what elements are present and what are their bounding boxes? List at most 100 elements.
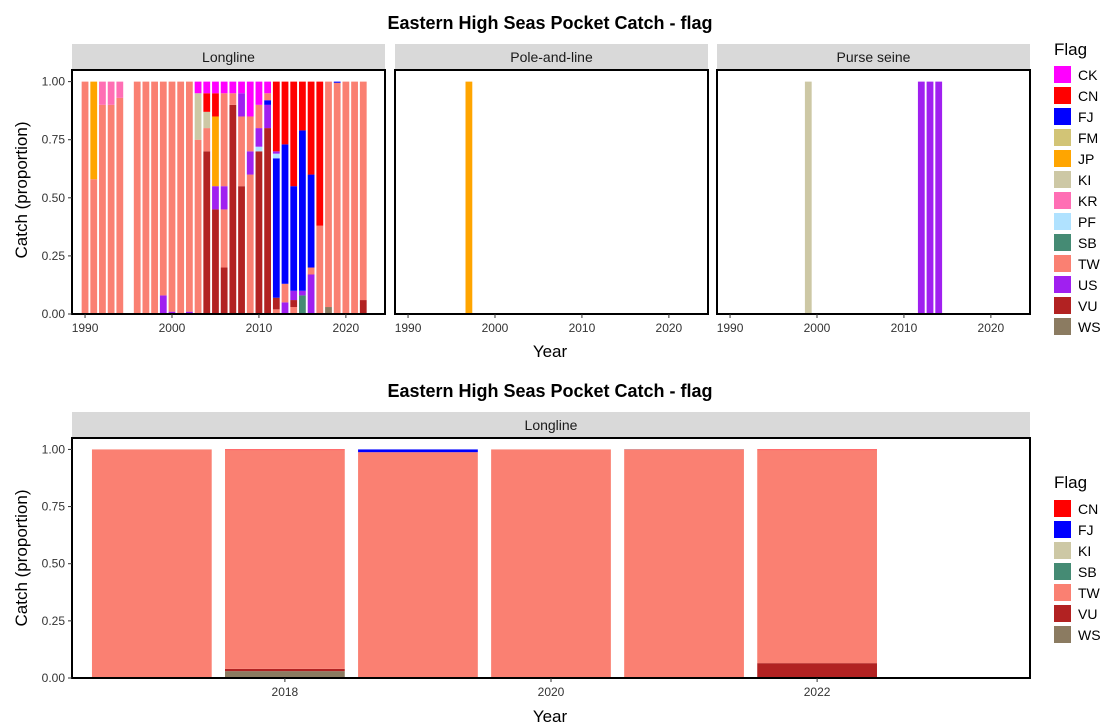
bar-segment-tw xyxy=(220,93,228,187)
bottom-chart: Eastern High Seas Pocket Catch - flag Ca… xyxy=(12,381,1101,726)
y-tick-label: 0.50 xyxy=(42,191,66,205)
top-legend-title: Flag xyxy=(1054,40,1087,59)
bar-year-2008 xyxy=(238,81,245,314)
x-tick-label: 2020 xyxy=(333,321,360,335)
bar-year-2022 xyxy=(359,81,367,314)
legend-item-vu: VU xyxy=(1054,605,1097,622)
bar-year-2004 xyxy=(203,81,211,314)
bar-year-2002 xyxy=(185,81,193,314)
legend-item-sb: SB xyxy=(1054,234,1097,251)
bar-segment-tw xyxy=(246,116,254,152)
legend-item-tw: TW xyxy=(1054,255,1101,272)
legend-label: CK xyxy=(1078,67,1098,83)
bar-year-2015 xyxy=(299,81,306,314)
x-tick-label: 2000 xyxy=(804,321,831,335)
legend-swatch xyxy=(1054,129,1071,146)
legend-label: FJ xyxy=(1078,522,1094,538)
bar-segment-tw xyxy=(107,104,115,314)
top-facet-pole-and-line: Pole-and-line 1990 2000 2010 2020 xyxy=(394,44,709,335)
bar-segment-cn xyxy=(272,81,280,152)
bar-segment-tw xyxy=(177,81,185,314)
bar-year-1996 xyxy=(133,81,141,314)
legend-swatch xyxy=(1054,318,1071,335)
panel-border xyxy=(716,69,1031,315)
x-tick-label: 2010 xyxy=(246,321,273,335)
legend-label: TW xyxy=(1078,256,1101,272)
bar-year-2021 xyxy=(351,81,358,314)
top-facet-longline: Longline 1990 2000 2010 2020 0.00 0.25 0.50 0.75… xyxy=(42,44,386,335)
bar-segment-cn xyxy=(290,81,298,187)
bar-segment-us xyxy=(299,290,306,296)
bottom-chart-legend: Flag CN FJ KI SB TW VU WS xyxy=(1054,473,1101,643)
bar-year-2006 xyxy=(220,81,228,314)
legend-label: US xyxy=(1078,277,1097,293)
x-tick-label: 2020 xyxy=(978,321,1005,335)
bar-segment-us xyxy=(246,151,254,175)
facet-strip-label: Pole-and-line xyxy=(510,49,593,65)
bar-segment-ws xyxy=(225,671,345,678)
bar-year-2014 xyxy=(935,81,943,314)
bar-segment-vu xyxy=(290,300,298,308)
x-tick-label: 1990 xyxy=(395,321,422,335)
bar-segment-cn xyxy=(316,81,324,226)
bar-segment-us xyxy=(917,81,925,314)
bar-segment-sb xyxy=(299,295,306,314)
bar-segment-vu xyxy=(212,209,219,314)
legend-label: CN xyxy=(1078,88,1098,104)
top-chart: Eastern High Seas Pocket Catch - flag Ca… xyxy=(12,13,1101,361)
bar-segment-cn xyxy=(757,449,877,451)
bar-segment-tw xyxy=(133,81,141,314)
bar-year-1990 xyxy=(81,81,89,314)
legend-swatch xyxy=(1054,213,1071,230)
bar-segment-tw xyxy=(281,283,289,303)
bar-segment-tw xyxy=(358,452,478,678)
bar-segment-ck xyxy=(255,81,263,105)
legend-item-vu: VU xyxy=(1054,297,1097,314)
facet-strip xyxy=(72,412,1030,438)
facet-strip-label: Longline xyxy=(525,417,578,433)
facet-strip xyxy=(72,44,385,70)
legend-item-fj: FJ xyxy=(1054,108,1094,125)
bar-year-1997 xyxy=(142,81,150,314)
legend-swatch xyxy=(1054,563,1071,580)
bar-segment-fj xyxy=(307,174,315,268)
legend-item-pf: PF xyxy=(1054,213,1096,230)
legend-item-ki: KI xyxy=(1054,542,1091,559)
bar-segment-fj xyxy=(290,186,298,291)
bar-segment-tw xyxy=(91,449,212,678)
legend-label: KI xyxy=(1078,172,1091,188)
bar-segment-jp xyxy=(90,81,98,180)
legend-swatch xyxy=(1054,584,1071,601)
bar-segment-cn xyxy=(225,449,345,451)
bar-segment-jp xyxy=(465,81,473,314)
bar-segment-us xyxy=(159,295,167,314)
bar-segment-vu xyxy=(203,151,211,314)
bar-segment-tw xyxy=(225,450,345,669)
legend-swatch xyxy=(1054,276,1071,293)
facet-strip-label: Purse seine xyxy=(837,49,911,65)
legend-label: FM xyxy=(1078,130,1098,146)
bar-year-2013 xyxy=(926,81,934,314)
bar-segment-us xyxy=(290,290,298,301)
legend-swatch xyxy=(1054,297,1071,314)
panel-background xyxy=(72,70,385,314)
bar-segment-vu xyxy=(272,297,280,310)
bar-segment-tw xyxy=(116,97,124,314)
bar-year-1999 xyxy=(159,81,167,314)
bar-year-2016 xyxy=(307,81,315,314)
bar-segment-fj xyxy=(281,144,289,284)
legend-label: SB xyxy=(1078,235,1097,251)
bar-segment-kr xyxy=(99,81,106,105)
bar-segment-pf xyxy=(255,146,263,152)
legend-label: KI xyxy=(1078,543,1091,559)
bar-segment-vu xyxy=(757,663,877,678)
legend-label: WS xyxy=(1078,319,1101,335)
panel-background xyxy=(717,70,1030,314)
top-chart-x-axis-label: Year xyxy=(533,342,568,361)
legend-item-sb: SB xyxy=(1054,563,1097,580)
bar-segment-fj xyxy=(299,130,306,291)
legend-item-ck: CK xyxy=(1054,66,1098,83)
bar-segment-tw xyxy=(757,450,877,664)
bar-year-2013 xyxy=(281,81,289,314)
x-tick-label: 2000 xyxy=(482,321,509,335)
